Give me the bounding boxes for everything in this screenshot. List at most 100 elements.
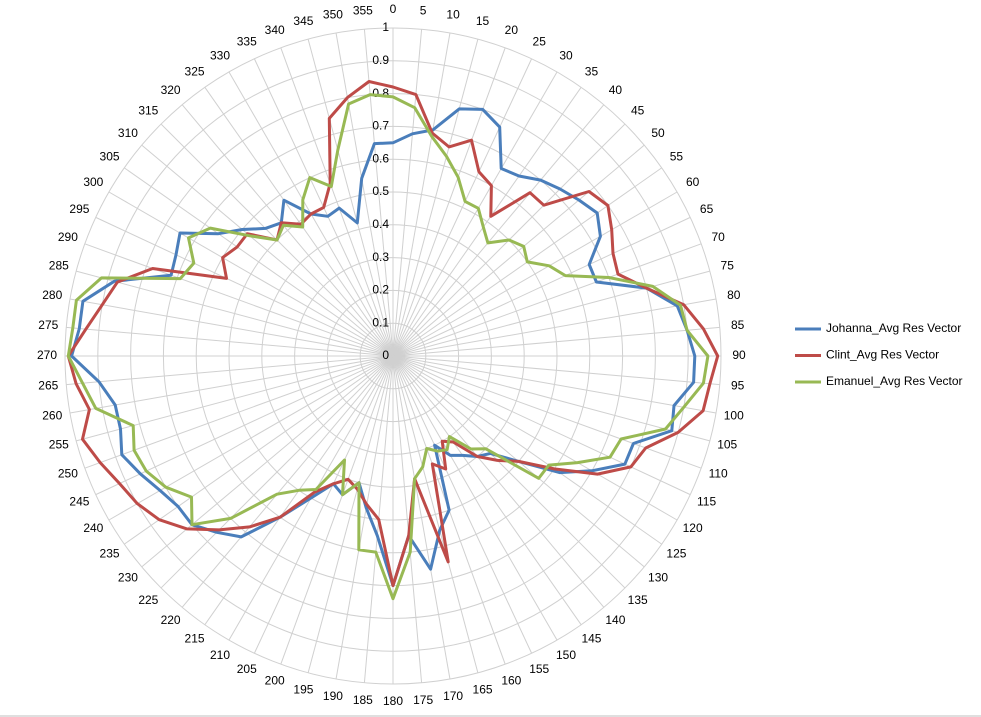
spoke (392, 355, 479, 673)
spoke (141, 144, 394, 357)
legend-label: Clint_Avg Res Vector (826, 348, 939, 362)
radial-tick-label: 0.7 (372, 119, 389, 133)
spoke (181, 104, 394, 357)
angle-label: 210 (210, 648, 230, 662)
angle-label: 280 (42, 288, 62, 302)
spoke (392, 144, 645, 357)
radial-tick-label: 0.9 (372, 53, 389, 67)
spoke (392, 355, 626, 589)
spoke (392, 355, 678, 521)
spoke (392, 355, 423, 683)
spoke (335, 32, 394, 357)
spoke (392, 58, 533, 357)
spoke (392, 216, 691, 357)
angle-label: 215 (185, 632, 205, 646)
angle-label: 25 (533, 35, 547, 49)
spoke (363, 29, 394, 357)
spoke (76, 270, 394, 357)
spoke (392, 32, 451, 357)
angle-label: 265 (38, 378, 58, 392)
angle-label: 260 (42, 408, 62, 422)
radial-tick-label: 0.1 (372, 315, 389, 329)
spoke (307, 355, 394, 673)
angle-label: 245 (69, 494, 89, 508)
angle-label: 290 (58, 230, 78, 244)
angle-label: 305 (100, 150, 120, 164)
spoke (392, 298, 717, 357)
radial-tick-label: 0.4 (372, 217, 389, 231)
angle-label: 200 (265, 673, 285, 687)
spoke (392, 355, 702, 469)
angle-label: 40 (609, 83, 623, 97)
spoke (392, 104, 605, 357)
spoke (307, 39, 394, 357)
angle-label: 120 (683, 521, 703, 535)
angle-label: 250 (58, 467, 78, 481)
spoke (69, 298, 394, 357)
angle-label: 55 (670, 150, 684, 164)
angle-label: 330 (210, 49, 230, 63)
spoke (392, 355, 558, 641)
spoke (66, 326, 394, 357)
spoke (392, 355, 582, 625)
radial-tick-label: 0.3 (372, 250, 389, 264)
angle-label: 275 (38, 318, 58, 332)
angle-label: 90 (732, 348, 746, 362)
spoke (280, 355, 394, 665)
spoke (392, 39, 479, 357)
angle-label: 190 (323, 689, 343, 703)
angle-label: 150 (556, 648, 576, 662)
spoke (76, 355, 394, 442)
angle-label: 140 (605, 613, 625, 627)
legend-label: Emanuel_Avg Res Vector (826, 374, 963, 388)
angle-label: 320 (161, 83, 181, 97)
angle-label: 0 (390, 2, 397, 16)
spoke (392, 29, 423, 357)
spoke (392, 355, 710, 442)
spoke (141, 355, 394, 568)
radial-tick-label: 0.6 (372, 151, 389, 165)
spoke (392, 270, 710, 357)
spoke (392, 355, 720, 386)
angle-label: 30 (559, 49, 573, 63)
angle-label: 125 (666, 547, 686, 561)
radial-tick-label: 1 (382, 20, 389, 34)
angle-label: 65 (700, 202, 714, 216)
angle-label: 340 (265, 23, 285, 37)
angle-label: 15 (476, 14, 490, 28)
angle-label: 160 (501, 673, 521, 687)
radial-tick-label: 0 (382, 348, 389, 362)
angle-label: 165 (473, 682, 493, 696)
angle-label: 185 (353, 693, 373, 707)
angle-label: 195 (293, 682, 313, 696)
spoke (84, 355, 394, 469)
angle-label: 115 (697, 494, 716, 508)
spoke (392, 355, 691, 496)
angle-label: 315 (138, 104, 158, 118)
angle-label: 205 (237, 662, 257, 676)
series-line (66, 93, 710, 601)
radial-tick-label: 0.2 (372, 283, 389, 297)
angle-label: 180 (383, 694, 403, 708)
angle-label: 300 (83, 175, 103, 189)
angle-label: 100 (724, 408, 744, 422)
spoke (392, 355, 717, 414)
angle-label: 135 (628, 593, 648, 607)
spoke (204, 87, 394, 357)
spoke (108, 355, 394, 521)
spoke (392, 326, 720, 357)
angle-label: 240 (83, 521, 103, 535)
angle-label: 70 (711, 230, 725, 244)
angle-label: 175 (413, 693, 433, 707)
spoke (392, 355, 451, 680)
angle-label: 235 (100, 547, 120, 561)
spoke (392, 355, 533, 654)
spoke (392, 355, 662, 545)
angle-label: 335 (237, 35, 257, 49)
angle-label: 130 (648, 571, 668, 585)
angle-label: 285 (49, 259, 69, 273)
radial-tick-label: 0.5 (372, 184, 389, 198)
spoke (253, 355, 394, 654)
spoke (392, 243, 702, 357)
